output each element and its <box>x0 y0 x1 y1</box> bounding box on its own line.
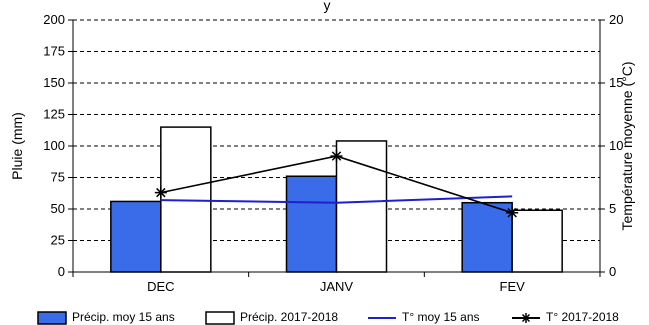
star-marker <box>506 206 519 219</box>
category-labels: DEC JANV FEV <box>147 279 525 294</box>
lines-group <box>154 150 519 219</box>
line-temp-avg <box>160 195 513 204</box>
bar-precip-avg <box>461 201 513 273</box>
right-tick-label: 15 <box>609 75 623 90</box>
left-tick-label: 200 <box>43 12 65 27</box>
legend-swatch <box>205 311 235 325</box>
category-label: FEV <box>500 279 526 294</box>
left-tick-label: 175 <box>43 44 65 59</box>
bar-precip-avg <box>285 175 338 273</box>
legend-item: T° moy 15 ans <box>368 310 480 324</box>
legend-label: T° moy 15 ans <box>402 310 480 324</box>
left-tick-label: 25 <box>51 233 65 248</box>
right-axis-ticks: 0 5 10 15 20 <box>600 12 623 279</box>
category-label: JANV <box>320 279 354 294</box>
left-tick-label: 50 <box>51 201 65 216</box>
legend-label: Précip. moy 15 ans <box>72 310 175 324</box>
star-marker <box>154 186 167 199</box>
bar-precip-2017-2018 <box>511 209 563 273</box>
legend-item: T° 2017-2018 <box>512 310 619 324</box>
left-tick-label: 0 <box>58 264 65 279</box>
right-tick-label: 0 <box>609 264 616 279</box>
right-tick-label: 10 <box>609 138 623 153</box>
left-tick-label: 75 <box>51 170 65 185</box>
category-label: DEC <box>147 279 174 294</box>
bar-precip-2017-2018 <box>335 140 388 273</box>
legend-label: Précip. 2017-2018 <box>240 310 338 324</box>
star-marker <box>330 150 343 163</box>
left-axis-title: Pluie (mm) <box>9 112 25 180</box>
legend: Précip. moy 15 ans Précip. 2017-2018 T° mo… <box>37 310 619 325</box>
legend-item: Précip. moy 15 ans <box>37 310 175 325</box>
bar-precip-avg <box>110 200 162 273</box>
left-tick-label: 125 <box>43 107 65 122</box>
bars-group <box>110 126 563 273</box>
right-tick-label: 5 <box>609 201 616 216</box>
left-tick-label: 100 <box>43 138 65 153</box>
right-tick-label: 20 <box>609 12 623 27</box>
legend-label: T° 2017-2018 <box>546 310 619 324</box>
legend-item: Précip. 2017-2018 <box>205 310 338 325</box>
right-axis-title: Température moyenne (°C) <box>619 62 635 231</box>
left-tick-label: 150 <box>43 75 65 90</box>
chart-title: y <box>324 0 331 13</box>
left-axis-ticks: 0 25 50 75 100 125 150 175 200 <box>43 12 73 279</box>
legend-swatch <box>37 311 67 325</box>
